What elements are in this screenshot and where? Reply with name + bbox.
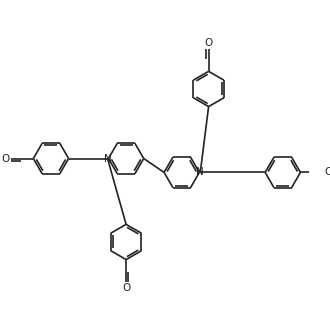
Text: O: O	[122, 283, 130, 293]
Text: O: O	[325, 167, 330, 178]
Text: N: N	[196, 167, 204, 178]
Text: O: O	[205, 38, 213, 48]
Text: O: O	[1, 153, 9, 163]
Text: N: N	[104, 153, 112, 163]
